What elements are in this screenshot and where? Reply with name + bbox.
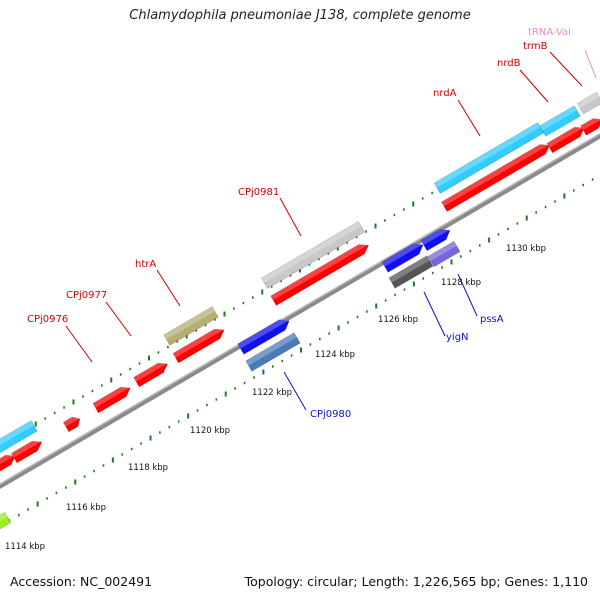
label-htra[interactable]: htrA — [135, 259, 156, 270]
gene-red-5[interactable] — [133, 359, 171, 388]
leader-nrdb — [519, 69, 549, 103]
gene-features — [0, 91, 600, 533]
gene-grey-trmb[interactable] — [577, 91, 600, 115]
inner-tick-row — [0, 178, 594, 529]
gene-blue-1[interactable] — [237, 316, 292, 355]
kbp-label: 1122 kbp — [252, 388, 292, 398]
gene-red-2[interactable] — [10, 437, 44, 464]
gene-cyan-nrdb[interactable] — [539, 105, 581, 137]
page-title: Chlamydophila pneumoniae J138, complete … — [129, 8, 471, 23]
kbp-label: 1118 kbp — [128, 463, 168, 473]
leader-trmb — [549, 51, 583, 87]
label-nrdb[interactable]: nrdB — [497, 58, 521, 69]
gene-darkgrey-yign[interactable] — [388, 255, 434, 289]
leader-cpj0981 — [279, 197, 302, 237]
label-cpj0980[interactable]: CPj0980 — [310, 409, 351, 420]
kbp-label: 1128 kbp — [441, 278, 481, 288]
label-cpj0976[interactable]: CPj0976 — [27, 314, 68, 325]
position-labels: 1114 kbp 1116 kbp 1118 kbp 1120 kbp 1122 kbp… — [5, 244, 546, 552]
kbp-label: 1120 kbp — [190, 426, 230, 436]
kbp-label: 1130 kbp — [506, 244, 546, 254]
leader-pssa — [457, 273, 478, 317]
genome-backbone-highlight — [0, 133, 600, 485]
gene-grey-cpj0981[interactable] — [261, 221, 365, 289]
gene-red-nrdb[interactable] — [546, 123, 587, 154]
leader-cpj0976 — [65, 325, 93, 363]
genome-summary-text: Topology: circular; Length: 1,226,565 bp… — [244, 574, 588, 589]
label-nrda[interactable]: nrdA — [433, 88, 457, 99]
label-trna-val[interactable]: tRNA-Val — [528, 27, 571, 38]
accession-text: Accession: NC_002491 — [10, 574, 153, 589]
label-cpj0977[interactable]: CPj0977 — [66, 290, 107, 301]
gene-red-cpj0981[interactable] — [270, 241, 372, 306]
leader-htra — [156, 269, 181, 307]
genome-backbone — [0, 132, 600, 490]
gene-red-3[interactable] — [62, 414, 82, 433]
gene-steel-cpj0980[interactable] — [245, 332, 301, 372]
gene-green-1[interactable] — [0, 511, 12, 533]
leader-trna-val — [584, 49, 597, 79]
gene-red-1[interactable] — [0, 451, 18, 482]
kbp-label: 1126 kbp — [378, 315, 418, 325]
label-trmb[interactable]: trmB — [523, 41, 548, 52]
kbp-label: 1114 kbp — [5, 542, 45, 552]
gene-violet-pssa[interactable] — [427, 240, 461, 268]
gene-blue-2[interactable] — [381, 240, 426, 273]
leader-cpj0977 — [105, 301, 132, 337]
kbp-label: 1116 kbp — [66, 503, 106, 513]
gene-red-htra[interactable] — [172, 325, 227, 364]
leader-nrda — [457, 99, 481, 137]
label-yign[interactable]: yigN — [446, 332, 469, 343]
leader-cpj0980 — [283, 371, 307, 411]
gene-red-nrda[interactable] — [441, 140, 553, 212]
gene-blue-3[interactable] — [420, 225, 453, 252]
label-cpj0981[interactable]: CPj0981 — [238, 187, 279, 198]
label-pssa[interactable]: pssA — [480, 314, 504, 325]
gene-red-4[interactable] — [92, 383, 133, 414]
leader-yign — [423, 291, 446, 337]
gene-olive-cpj0977[interactable] — [163, 306, 219, 346]
gene-cyan-1[interactable] — [0, 420, 38, 460]
label-leader-lines — [65, 49, 597, 411]
gene-red-trmb[interactable] — [580, 115, 600, 136]
kbp-label: 1124 kbp — [315, 350, 355, 360]
